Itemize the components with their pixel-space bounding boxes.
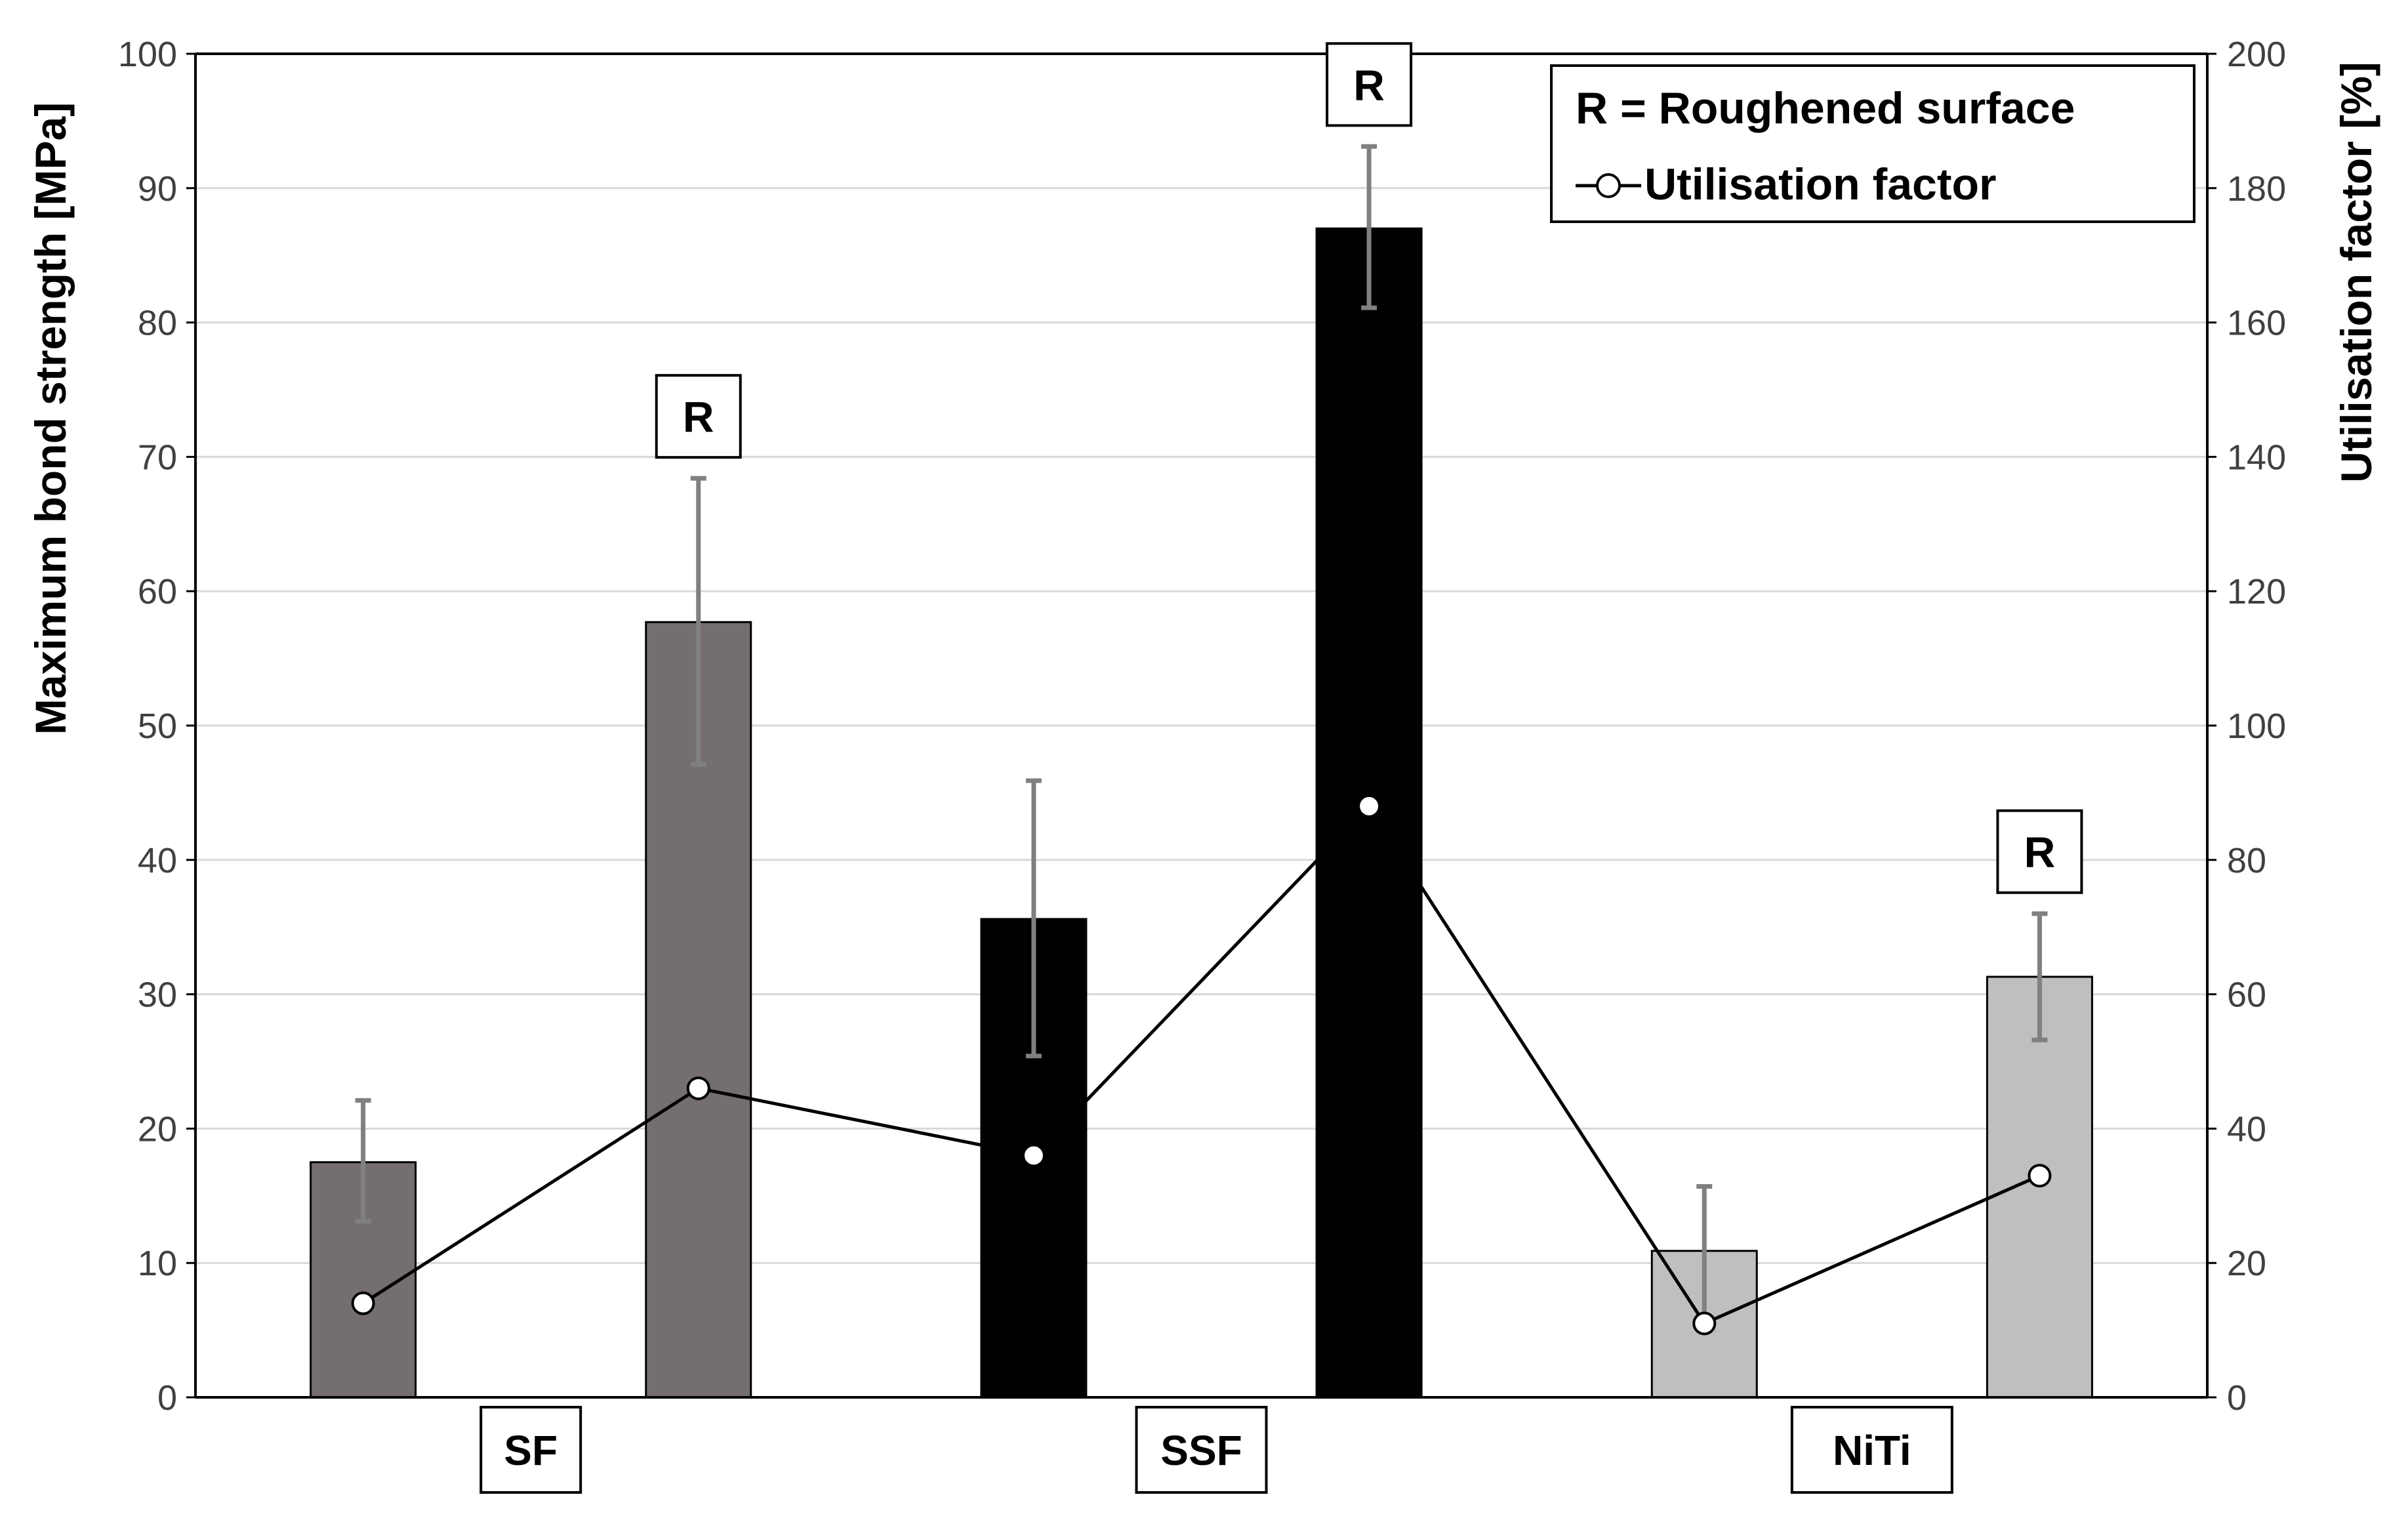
right-tick-label: 140 xyxy=(2227,438,2286,477)
left-tick-label: 60 xyxy=(138,572,177,611)
left-axis-ticks: 0 10 20 30 40 50 60 70 80 90 100 xyxy=(118,35,195,1418)
left-tick-label: 90 xyxy=(138,169,177,209)
utilisation-line xyxy=(351,794,2052,1336)
left-tick-label: 30 xyxy=(138,976,177,1015)
legend: R = Roughened surface Utilisation factor xyxy=(1550,64,2195,223)
right-tick-label: 60 xyxy=(2227,976,2266,1015)
category-label: SF xyxy=(504,1427,558,1474)
category-labels: SF SSF NiTi xyxy=(480,1406,1953,1494)
legend-marker-swatch xyxy=(1596,173,1621,198)
left-tick-label: 50 xyxy=(138,707,177,746)
left-tick-label: 40 xyxy=(138,841,177,880)
category-label-box xyxy=(1790,1406,1953,1494)
category-label-box xyxy=(1135,1406,1268,1494)
left-tick-label: 20 xyxy=(138,1109,177,1149)
right-tick-label: 180 xyxy=(2227,169,2286,209)
roughened-marker-label: R xyxy=(1353,60,1385,109)
utilisation-point xyxy=(686,1076,710,1100)
legend-utilisation-entry: Utilisation factor xyxy=(1644,159,1997,209)
right-tick-label: 100 xyxy=(2227,707,2286,746)
error-bars xyxy=(355,144,2048,1325)
roughened-marker-label: R xyxy=(683,392,714,441)
utilisation-point xyxy=(1692,1311,1717,1336)
right-tick-label: 200 xyxy=(2227,35,2286,74)
left-axis-title: Maximum bond strength [MPa] xyxy=(26,102,75,735)
utilisation-point xyxy=(1021,1143,1046,1168)
utilisation-point xyxy=(2028,1164,2052,1188)
legend-box xyxy=(1550,64,2195,223)
right-tick-label: 120 xyxy=(2227,572,2286,611)
category-label: SSF xyxy=(1160,1427,1242,1474)
right-tick-label: 80 xyxy=(2227,841,2266,880)
roughened-marker-box xyxy=(1996,809,2083,894)
right-tick-label: 160 xyxy=(2227,304,2286,343)
category-label-box xyxy=(480,1406,582,1494)
category-label: NiTi xyxy=(1833,1427,1911,1474)
utilisation-point xyxy=(351,1291,375,1315)
roughened-marker-box xyxy=(655,374,742,459)
right-axis-title: Utilisation factor [%] xyxy=(2332,62,2380,483)
right-axis-ticks: 0 20 40 60 80 100 120 140 160 180 200 xyxy=(2207,35,2286,1418)
right-tick-label: 20 xyxy=(2227,1244,2266,1283)
utilisation-series-line xyxy=(362,803,2041,1326)
left-tick-label: 0 xyxy=(157,1378,177,1418)
roughened-markers: R R R xyxy=(655,42,2083,894)
utilisation-point xyxy=(1357,794,1381,818)
left-tick-label: 100 xyxy=(118,35,177,74)
roughened-marker-box xyxy=(1326,42,1413,127)
roughened-marker-label: R xyxy=(2024,828,2056,876)
left-tick-label: 80 xyxy=(138,304,177,343)
left-tick-label: 10 xyxy=(138,1244,177,1283)
legend-roughened-entry: R = Roughened surface xyxy=(1576,83,2075,133)
right-tick-label: 40 xyxy=(2227,1109,2266,1149)
axes xyxy=(194,52,2209,1399)
right-tick-label: 0 xyxy=(2227,1378,2247,1418)
left-tick-label: 70 xyxy=(138,438,177,477)
